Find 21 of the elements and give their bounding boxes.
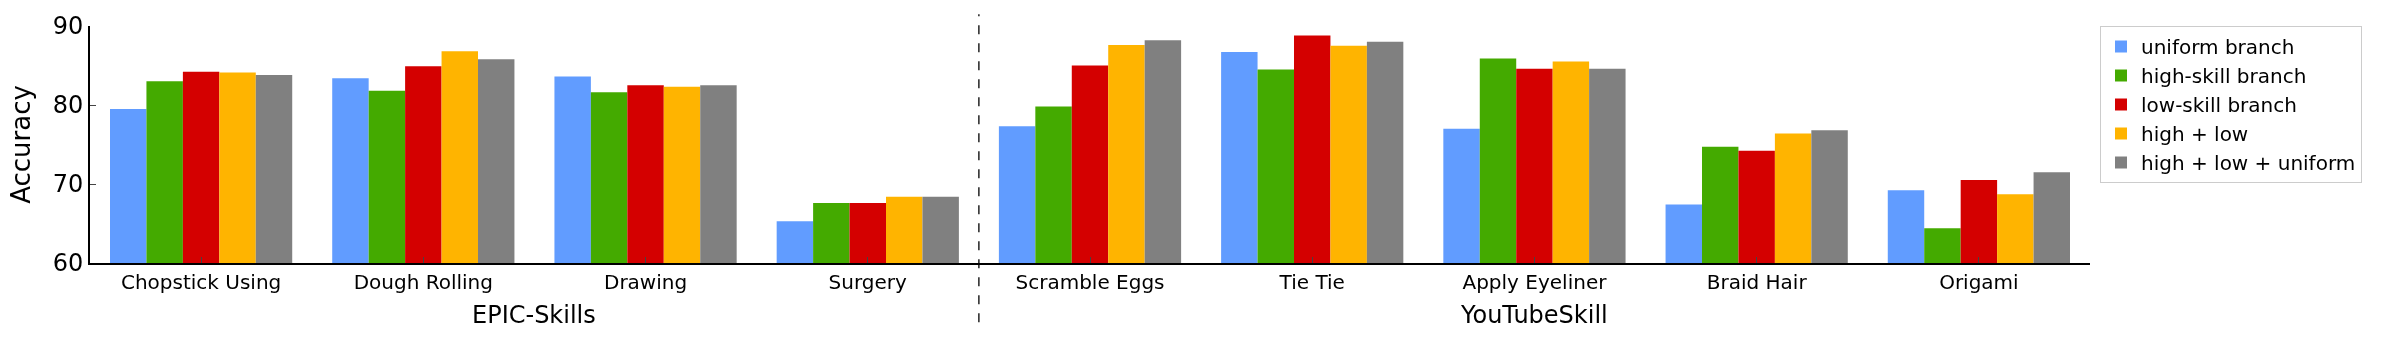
legend-label: high + low [2141,122,2249,147]
y-tick-label: 90 [52,12,84,41]
legend-label: low-skill branch [2141,93,2297,118]
y-tick-label: 80 [52,91,84,120]
x-tick-label: Surgery [828,270,908,294]
x-tick-label: Chopstick Using [120,270,282,294]
x-tick-label: Drawing [603,270,688,294]
text: EPIC-Skills [472,301,596,329]
y-tick-label: 60 [52,249,84,278]
y-axis-title: Accuracy [5,85,36,204]
y-tick-label: 70 [52,170,84,199]
x-tick-label: Tie Tie [1278,270,1345,294]
x-tick-label: Origami [1939,270,2019,294]
x-tick-label: Apply Eyeliner [1462,270,1608,294]
legend-label: high-skill branch [2141,64,2307,89]
legend-label: high + low + uniform [2141,151,2356,176]
legend-label: uniform branch [2141,35,2295,60]
text: YouTubeSkill [1460,301,1608,329]
x-tick-label: Braid Hair [1706,270,1808,294]
x-tick-label: Scramble Eggs [1015,270,1165,294]
x-tick-label: Dough Rolling [353,270,493,294]
